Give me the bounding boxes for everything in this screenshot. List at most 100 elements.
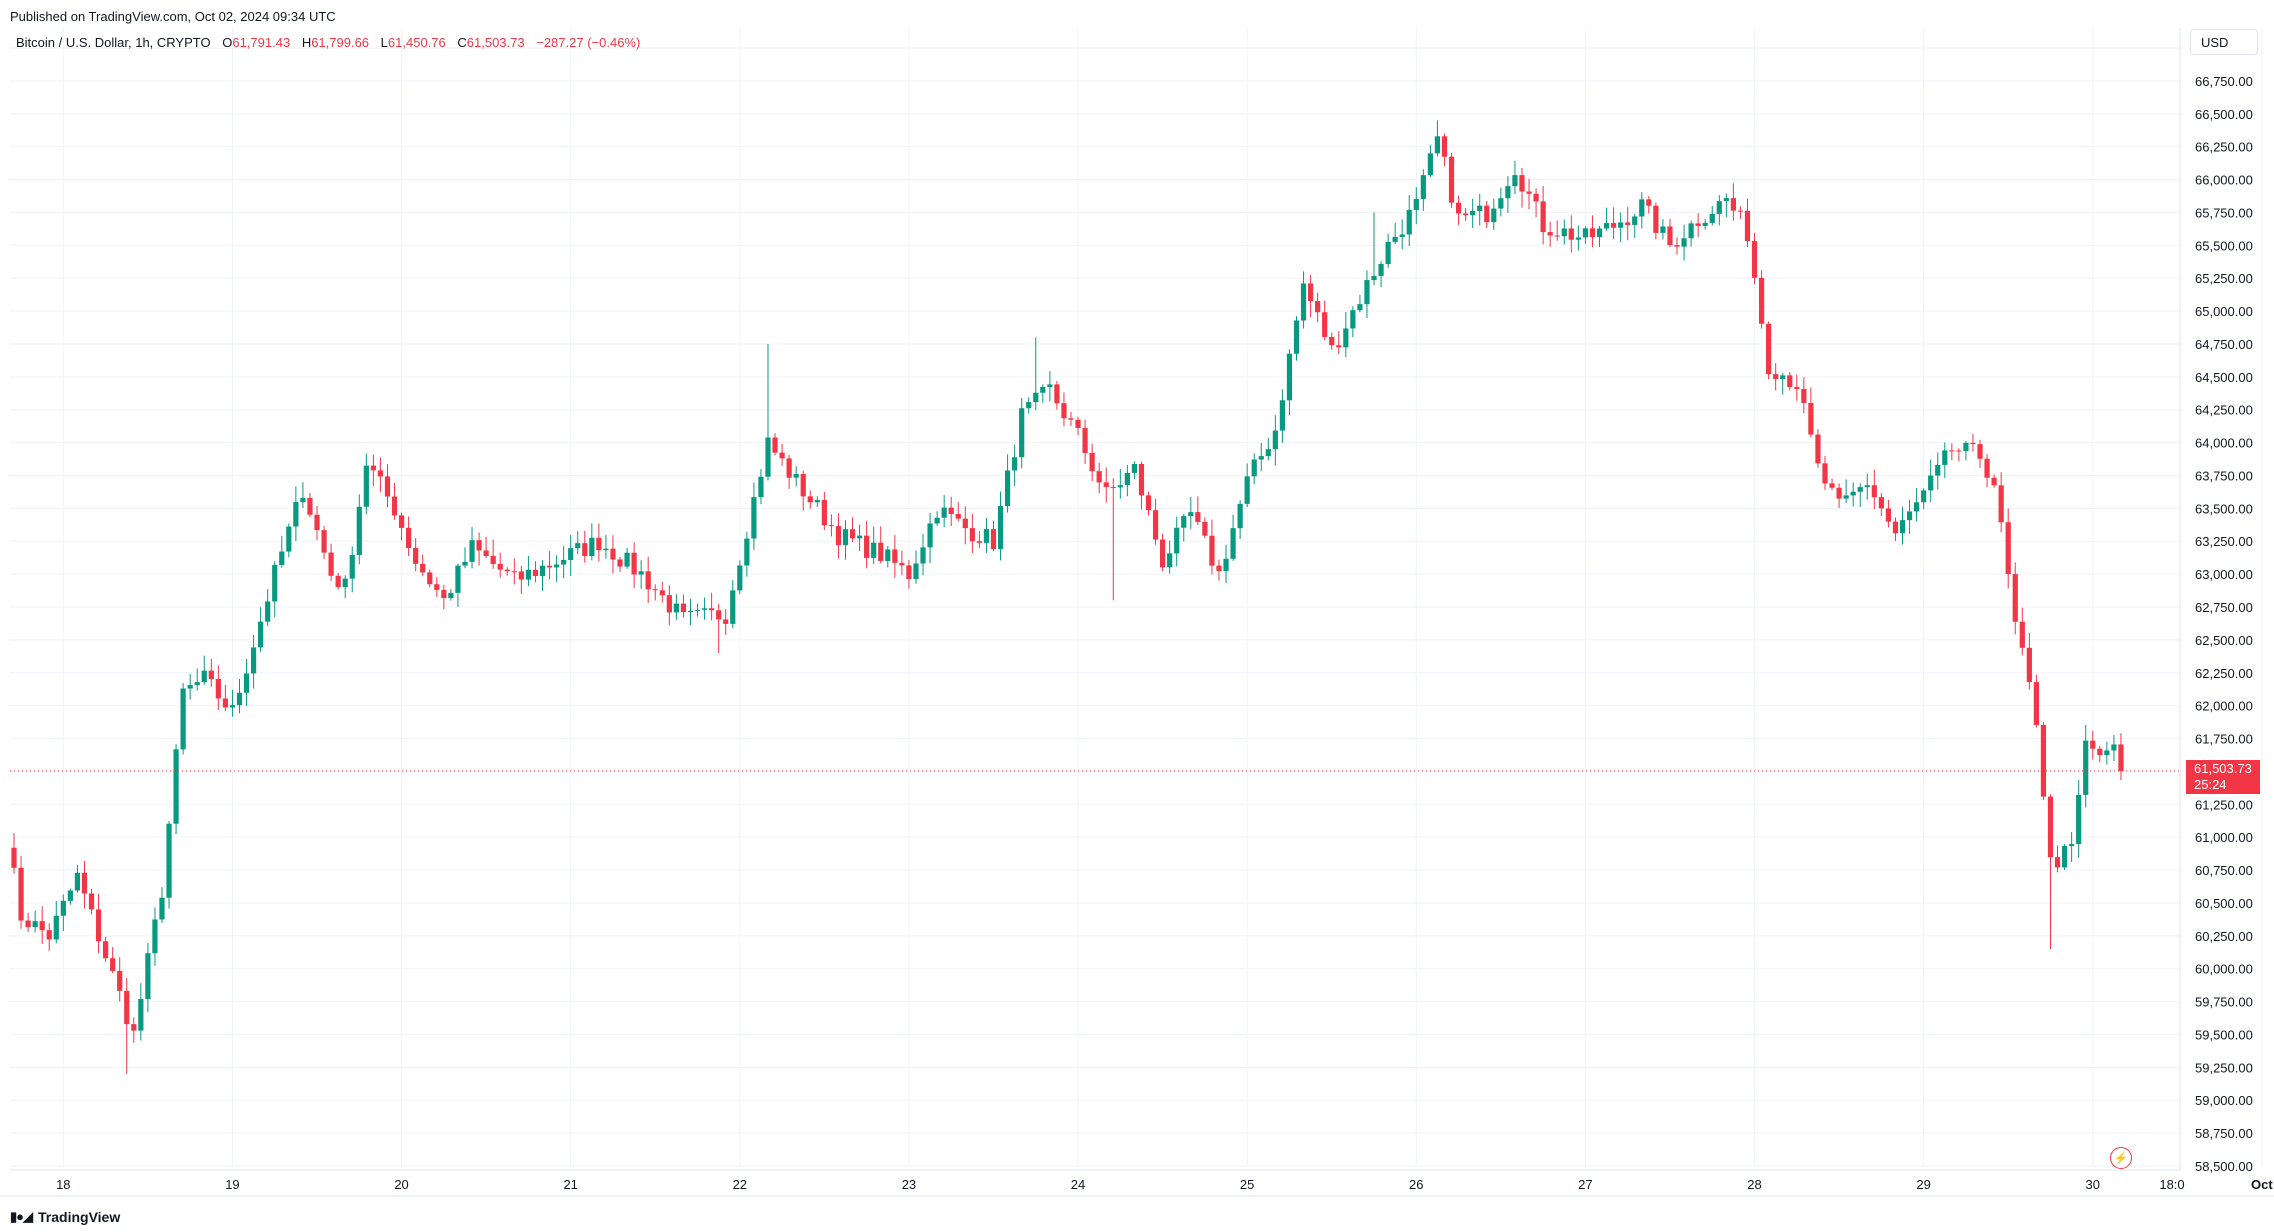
candle-body [2090, 740, 2096, 749]
candle-body [701, 608, 708, 610]
candle-body [504, 569, 510, 572]
candle-body [1209, 535, 1215, 566]
candle-body [1653, 205, 1659, 233]
candle-body [1780, 375, 1786, 379]
candle-body [871, 542, 877, 558]
candle-body [377, 470, 384, 477]
candle-body [575, 543, 581, 549]
price-tick-label: 64,500.00 [2195, 370, 2253, 385]
candle-body [2104, 750, 2110, 756]
candle-body [462, 561, 468, 566]
candle-body [1427, 153, 1433, 176]
candle-body [1216, 565, 1222, 572]
price-tick-label: 65,750.00 [2195, 205, 2253, 220]
price-tick-label: 58,750.00 [2195, 1126, 2253, 1141]
candle-body [39, 921, 45, 931]
candle-body [1554, 235, 1560, 237]
time-tick-label: 26 [1409, 1177, 1423, 1192]
candle-body [920, 547, 926, 564]
candle-body [74, 872, 81, 891]
candle-body [1463, 213, 1469, 216]
candle-body [243, 673, 250, 693]
price-tick-label: 61,750.00 [2195, 732, 2253, 747]
candle-body [941, 507, 947, 518]
tradingview-logo[interactable]: ▮●◢ TradingView [10, 1209, 120, 1225]
candle-body [927, 523, 933, 548]
candle-body [497, 563, 503, 570]
candle-body [589, 537, 595, 556]
candle-body [370, 465, 376, 471]
candle-body [2026, 647, 2032, 683]
candle-body [1850, 491, 1856, 496]
candle-body [483, 550, 489, 556]
candle-body [1188, 512, 1194, 517]
candle-body [406, 527, 412, 548]
candle-body [194, 682, 200, 686]
candle-body [1632, 216, 1638, 225]
price-tick-label: 60,500.00 [2195, 896, 2253, 911]
currency-button[interactable]: USD [2190, 29, 2258, 55]
candle-body [166, 823, 172, 898]
candle-body [899, 562, 905, 566]
candle-body [814, 500, 820, 503]
candle-body [1195, 512, 1201, 522]
candle-body [384, 476, 391, 497]
lightning-icon[interactable]: ⚡ [2110, 1147, 2132, 1169]
candle-body [1582, 228, 1589, 238]
candle-body [11, 847, 17, 868]
price-tick-label: 62,000.00 [2195, 699, 2253, 714]
time-tick-label: 24 [1071, 1177, 1085, 1192]
candle-body [1336, 345, 1342, 348]
candle-body [1237, 503, 1243, 529]
price-tick-label: 63,250.00 [2195, 534, 2253, 549]
time-axis[interactable]: 18192021222324252627282930Oct218:0 [56, 1177, 2274, 1192]
price-axis[interactable]: 58,500.00 58,750.00 59,000.00 59,250.00 59,5… [2195, 41, 2253, 1174]
candle-body [1921, 490, 1927, 503]
candle-body [1019, 408, 1025, 458]
time-tick-label: 20 [394, 1177, 408, 1192]
candle-body [1061, 403, 1067, 419]
candle-body [1124, 472, 1130, 486]
price-tick-label: 62,250.00 [2195, 666, 2253, 681]
candle-body [1202, 521, 1208, 536]
candle-body [680, 603, 687, 613]
candle-body [1829, 483, 1835, 488]
candle-body [1914, 502, 1920, 512]
candle-body [1843, 495, 1849, 499]
candle-body [1963, 442, 1969, 452]
candle-body [2069, 844, 2075, 846]
published-note: Published on TradingView.com, Oct 02, 20… [10, 9, 336, 24]
price-tick-label: 61,000.00 [2195, 830, 2253, 845]
candle-body [1385, 241, 1391, 265]
candle-body [293, 502, 299, 527]
candle-body [1004, 470, 1011, 507]
candle-body [1984, 458, 1990, 478]
candle-body [1230, 528, 1236, 559]
candle-body [1667, 226, 1673, 246]
candle-body [1378, 264, 1384, 277]
candle-body [1138, 463, 1145, 496]
candle-body [511, 571, 517, 573]
price-tick-label: 59,500.00 [2195, 1027, 2253, 1042]
price-tick-label: 62,500.00 [2195, 633, 2253, 648]
candle-body [1286, 353, 1293, 401]
candle-body [455, 565, 461, 593]
candle-body [2040, 724, 2047, 797]
candle-body [208, 670, 214, 679]
candle-body [1505, 186, 1511, 199]
candle-body [1477, 205, 1483, 211]
candle-body [272, 564, 278, 602]
low-label: L [380, 35, 388, 50]
candle-body [265, 601, 271, 622]
candle-body [687, 610, 694, 613]
candle-body [1766, 323, 1772, 375]
candle-body [539, 565, 546, 577]
candle-body [2111, 744, 2117, 751]
candle-body [173, 749, 179, 824]
candle-body [53, 915, 59, 940]
price-tick-label: 66,250.00 [2195, 140, 2253, 155]
candle-body [1512, 175, 1518, 187]
price-tick-label: 65,000.00 [2195, 304, 2253, 319]
candle-body [793, 474, 799, 478]
